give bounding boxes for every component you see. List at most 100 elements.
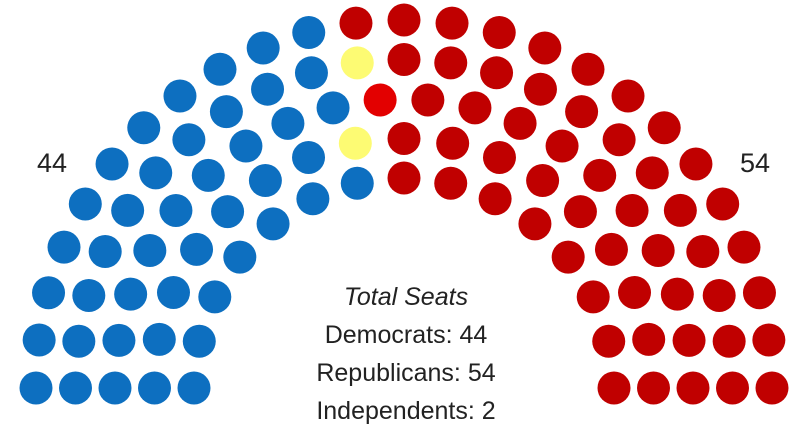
seat-republicans (727, 230, 761, 264)
seat-democrats (138, 371, 171, 405)
seat-republicans (583, 158, 617, 192)
seat-democrats (177, 371, 211, 405)
seat-democrats (68, 187, 102, 221)
seat-republicans (635, 156, 669, 190)
seat-independents (340, 46, 374, 80)
seat-democrats (211, 195, 245, 229)
seat-democrats (294, 56, 328, 90)
seat-republicans (363, 83, 397, 117)
seat-independents (338, 126, 372, 160)
seat-democrats (111, 193, 145, 227)
seat-republicans (387, 122, 421, 155)
seat-democrats (229, 129, 263, 163)
seat-democrats (246, 31, 280, 65)
seat-democrats (62, 324, 96, 358)
seat-democrats (248, 164, 282, 198)
seat-democrats (316, 91, 350, 125)
seat-democrats (296, 182, 330, 216)
seat-democrats (22, 323, 56, 357)
seat-group (19, 3, 789, 405)
seat-republicans (387, 43, 421, 76)
seat-republicans (545, 129, 579, 163)
seat-republicans (411, 83, 445, 117)
seat-republicans (641, 233, 675, 267)
seat-republicans (482, 16, 516, 50)
summary-title: Total Seats (344, 283, 468, 311)
seat-democrats (203, 52, 237, 86)
seat-democrats (292, 140, 326, 174)
seat-republicans (458, 91, 492, 125)
seat-republicans (571, 52, 605, 86)
seat-democrats (172, 123, 206, 157)
seat-democrats (180, 232, 214, 266)
right-count-label: 54 (740, 148, 770, 178)
seat-democrats (133, 233, 167, 267)
seat-republicans (387, 3, 421, 37)
seat-democrats (88, 235, 122, 269)
seat-republicans (637, 371, 670, 405)
seat-republicans (679, 147, 713, 181)
seat-democrats (159, 193, 193, 227)
seat-republicans (712, 324, 746, 358)
seat-democrats (114, 277, 148, 311)
seat-republicans (660, 277, 694, 311)
left-count-label: 44 (37, 148, 67, 178)
seat-republicans (632, 322, 666, 356)
seat-democrats (98, 371, 132, 405)
seat-republicans (503, 106, 537, 140)
seat-democrats (47, 230, 81, 264)
seat-democrats (59, 371, 92, 405)
seat-republicans (611, 79, 645, 113)
seat-republicans (480, 56, 514, 90)
seat-democrats (209, 95, 243, 129)
seat-democrats (182, 324, 216, 358)
seat-republicans (676, 371, 710, 405)
seat-republicans (482, 140, 516, 174)
seat-democrats (127, 111, 161, 145)
seat-democrats (191, 158, 225, 192)
seat-democrats (142, 322, 176, 356)
seat-republicans (526, 164, 560, 198)
seat-democrats (198, 280, 232, 314)
seat-republicans (523, 72, 557, 106)
seat-republicans (755, 371, 789, 405)
seat-republicans (528, 31, 562, 65)
seat-democrats (271, 106, 305, 140)
seat-republicans (592, 324, 626, 358)
seat-republicans (752, 323, 786, 357)
seat-republicans (663, 193, 697, 227)
seat-democrats (72, 278, 106, 312)
seat-republicans (672, 323, 706, 357)
seat-republicans (602, 123, 636, 157)
seat-republicans (615, 193, 649, 227)
seat-democrats (340, 166, 374, 200)
seat-democrats (32, 276, 66, 310)
seat-republicans (387, 161, 421, 195)
seat-republicans (478, 182, 512, 216)
summary-independents: Independents: 2 (316, 397, 495, 425)
seat-democrats (292, 16, 326, 50)
seat-democrats (163, 79, 197, 113)
summary-democrats: Democrats: 44 (325, 321, 488, 349)
seat-democrats (102, 323, 136, 357)
seat-republicans (594, 232, 628, 266)
seat-republicans (518, 207, 552, 241)
seat-republicans (618, 276, 652, 310)
seat-democrats (139, 156, 173, 190)
seat-republicans (576, 280, 610, 314)
seat-republicans (435, 6, 469, 40)
seat-republicans (563, 195, 597, 229)
seat-democrats (95, 147, 129, 181)
seat-democrats (251, 72, 285, 106)
seat-republicans (436, 126, 470, 160)
seat-republicans (565, 95, 599, 129)
seat-republicans (339, 6, 373, 40)
seat-democrats (256, 207, 290, 241)
seat-republicans (434, 166, 468, 200)
summary-republicans: Republicans: 54 (316, 359, 495, 387)
seat-democrats (156, 276, 190, 310)
seat-democrats (19, 371, 53, 405)
seat-republicans (597, 371, 631, 405)
seat-republicans (647, 111, 681, 145)
